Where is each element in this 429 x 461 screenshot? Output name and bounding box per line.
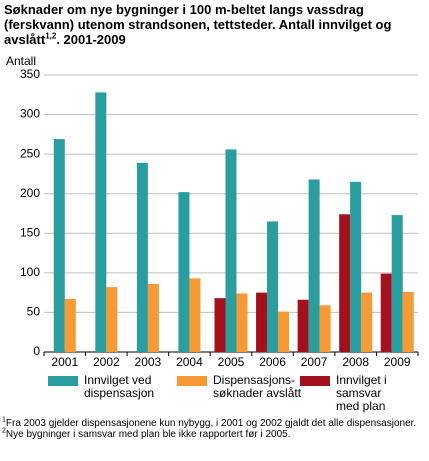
bar [106,287,118,352]
bar [380,273,392,352]
x-tick-label: 2007 [301,355,328,369]
bar [64,298,76,352]
legend-item: Innvilget ved dispensasjon [48,374,154,400]
legend-swatch [48,376,78,386]
legend-swatch [177,376,207,386]
bar [53,139,65,352]
bar [402,291,414,352]
title-text: Søknader om nye bygninger i 100 m-beltet… [4,2,392,47]
bar [391,215,403,352]
footnotes: 1Fra 2003 gjelder dispensasjonene kun ny… [2,416,427,440]
chart: Antall 0 50 100 150 200 250 300 350 2001 2002 2003… [6,54,419,369]
y-tick-label: 350 [20,67,40,81]
chart-title: Søknader om nye bygninger i 100 m-beltet… [4,2,424,47]
title-superscript: 1,2 [45,31,57,41]
bar [350,181,362,352]
footnote-text: Nye bygninger i samsvar med plan ble ikk… [5,429,291,440]
x-tick-label: 2006 [259,355,286,369]
y-tick-label: 50 [27,305,41,319]
x-tick-label: 2002 [93,355,120,369]
y-tick-label: 150 [20,225,40,239]
x-tick-label: 2008 [342,355,369,369]
bar [339,214,351,352]
bar [178,192,190,352]
legend-label: Innvilget ved dispensasjon [84,373,155,400]
y-tick-label: 200 [20,186,40,200]
bar [361,292,373,352]
bar [319,305,331,352]
bar [225,149,237,352]
bar [256,292,268,352]
footnote: 1Fra 2003 gjelder dispensasjonene kun ny… [2,416,427,429]
y-tick-label: 250 [20,146,40,160]
bar [278,311,290,352]
legend: Innvilget ved dispensasjon Dispensasjons-… [30,374,429,414]
bar [147,283,159,352]
x-tick-label: 2003 [135,355,162,369]
y-axis-label: Antall [6,54,36,68]
legend-label: Innvilget i samsvar med plan [336,373,387,413]
footnote-mark: 1 [2,416,6,424]
footnote: 2Nye bygninger i samsvar med plan ble ik… [2,427,427,440]
footnote-mark: 2 [2,427,6,435]
bar [95,92,107,352]
legend-item: Innvilget i samsvar med plan [300,374,429,413]
y-tick-label: 300 [20,107,40,121]
x-tick-label: 2004 [176,355,203,369]
bar [136,162,148,352]
bar [236,293,248,352]
bar [308,179,320,352]
bar [214,298,226,352]
bar [267,221,279,352]
legend-item: Dispensasjons- søknader avslått [177,374,301,400]
legend-label: Dispensasjons- søknader avslått [213,373,302,400]
footnote-text: Fra 2003 gjelder dispensasjonene kun nyb… [5,418,417,429]
y-tick-label: 100 [20,265,40,279]
bar [297,299,309,352]
x-tick-label: 2001 [51,355,78,369]
x-tick-label: 2009 [384,355,411,369]
title-end: . 2001-2009 [56,32,126,47]
legend-swatch [300,376,330,386]
y-tick-label: 0 [33,344,40,358]
bar [189,278,201,352]
x-tick-label: 2005 [218,355,245,369]
